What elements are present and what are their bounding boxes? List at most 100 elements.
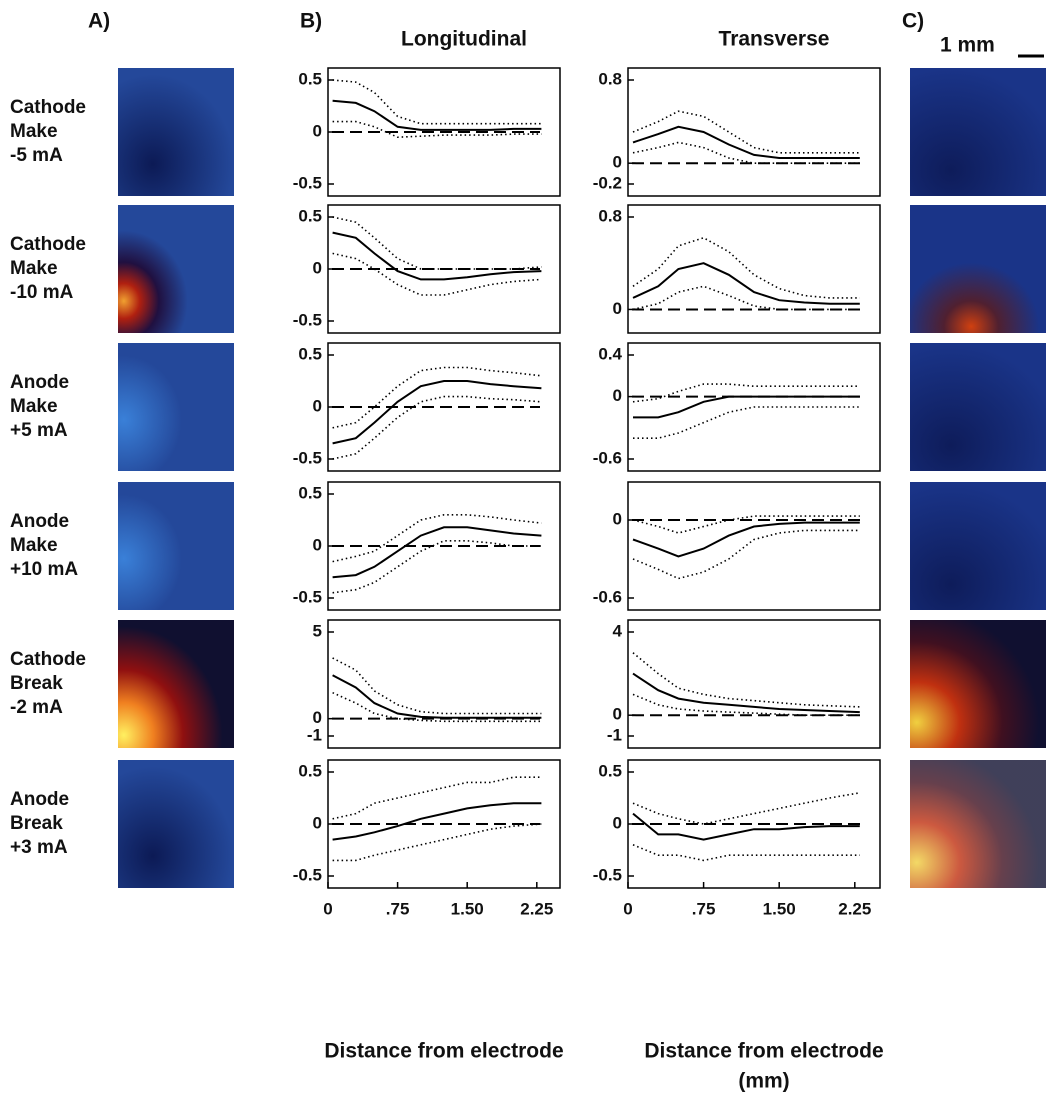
y-tick-label: -0.5 (293, 310, 322, 329)
y-tick-label: 0 (613, 705, 622, 724)
x-tick-label: 0 (623, 899, 632, 918)
y-tick-label: 0 (613, 299, 622, 318)
heatmap (910, 343, 1046, 471)
data-line (332, 514, 542, 563)
y-tick-label: 0 (613, 386, 622, 405)
x-axis-label: Distance from electrode (644, 1040, 883, 1063)
data-line (633, 395, 860, 419)
y-tick-label: 0.5 (298, 483, 322, 502)
data-line (632, 812, 860, 841)
data-line (632, 125, 860, 159)
heatmap (910, 205, 1046, 333)
data-line (332, 120, 542, 139)
heatmap (910, 620, 1046, 748)
row-label: Cathode (10, 649, 86, 670)
chart-title: Transverse (719, 28, 830, 51)
data-line (633, 406, 860, 439)
data-line (332, 776, 542, 820)
data-line (632, 672, 860, 714)
y-tick-label: -1 (607, 725, 622, 744)
data-line (632, 110, 860, 154)
data-line (332, 231, 542, 281)
y-tick-label: 0.5 (298, 69, 322, 88)
row-label: Cathode (10, 97, 86, 118)
y-tick-label: 0 (613, 813, 622, 832)
y-tick-label: 0.5 (298, 761, 322, 780)
panel-label: A) (88, 10, 110, 33)
y-tick-label: 0 (313, 396, 322, 415)
heatmap (118, 482, 234, 610)
row-label: Make (10, 535, 58, 556)
x-axis-label: Distance from electrode (324, 1040, 563, 1063)
chart-title: Longitudinal (401, 28, 527, 51)
data-line (632, 515, 860, 534)
y-tick-label: 0 (313, 535, 322, 554)
data-line (632, 792, 860, 825)
y-tick-label: 0.5 (298, 344, 322, 363)
data-line (332, 79, 542, 125)
row-label: Break (10, 813, 63, 834)
data-line (332, 526, 542, 579)
x-tick-label: 1.50 (763, 899, 796, 918)
data-line (632, 383, 860, 403)
data-line (632, 236, 860, 299)
panel-label: C) (902, 10, 924, 33)
x-tick-label: 1.50 (451, 899, 484, 918)
row-label: -10 mA (10, 282, 74, 303)
y-tick-label: 0.4 (598, 344, 622, 363)
x-tick-label: .75 (386, 899, 410, 918)
y-tick-label: -0.5 (593, 865, 622, 884)
y-tick-label: 0 (613, 509, 622, 528)
data-line (332, 823, 542, 862)
panel-label: B) (300, 10, 322, 33)
data-line (332, 252, 542, 296)
y-tick-label: -0.5 (293, 448, 322, 467)
data-line (632, 285, 860, 311)
y-tick-label: -0.6 (593, 448, 622, 467)
heatmap (910, 760, 1046, 888)
data-line (332, 674, 542, 719)
data-line (332, 691, 542, 723)
y-tick-label: 0 (313, 121, 322, 140)
row-label: +3 mA (10, 837, 68, 858)
y-tick-label: 0.5 (298, 206, 322, 225)
y-tick-label: 0.8 (598, 69, 622, 88)
data-line (632, 652, 860, 708)
data-line (632, 521, 860, 558)
y-tick-label: 4 (613, 621, 623, 640)
heatmap (118, 760, 234, 888)
data-line (632, 141, 860, 164)
y-tick-label: -0.5 (293, 173, 322, 192)
row-label: Anode (10, 372, 69, 393)
data-line (632, 844, 860, 862)
data-line (332, 802, 542, 841)
image-column (118, 68, 1046, 888)
y-tick-label: -0.5 (293, 587, 322, 606)
y-tick-label: -0.6 (593, 587, 622, 606)
y-tick-label: 0.5 (598, 761, 622, 780)
x-tick-label: 0 (323, 899, 332, 918)
plot-frame (327, 619, 561, 749)
data-line (332, 380, 542, 445)
data-line (332, 99, 542, 131)
y-tick-label: 0 (313, 708, 322, 727)
y-tick-label: 0 (313, 258, 322, 277)
row-label: -2 mA (10, 697, 63, 718)
row-label: +10 mA (10, 559, 78, 580)
row-label: Make (10, 121, 58, 142)
data-line (332, 395, 542, 460)
row-label: Anode (10, 789, 69, 810)
y-tick-label: 0 (313, 813, 322, 832)
x-tick-label: 2.25 (838, 899, 871, 918)
row-label: Break (10, 673, 63, 694)
data-line (332, 216, 542, 270)
heatmap (118, 620, 234, 748)
y-tick-label: -0.5 (293, 865, 322, 884)
row-label: Cathode (10, 234, 86, 255)
x-tick-label: .75 (692, 899, 716, 918)
plot-frame (627, 481, 881, 611)
scale-bar-label: 1 mm (940, 34, 995, 57)
heatmap (910, 68, 1046, 196)
row-label: Make (10, 258, 58, 279)
heatmap (118, 343, 234, 471)
